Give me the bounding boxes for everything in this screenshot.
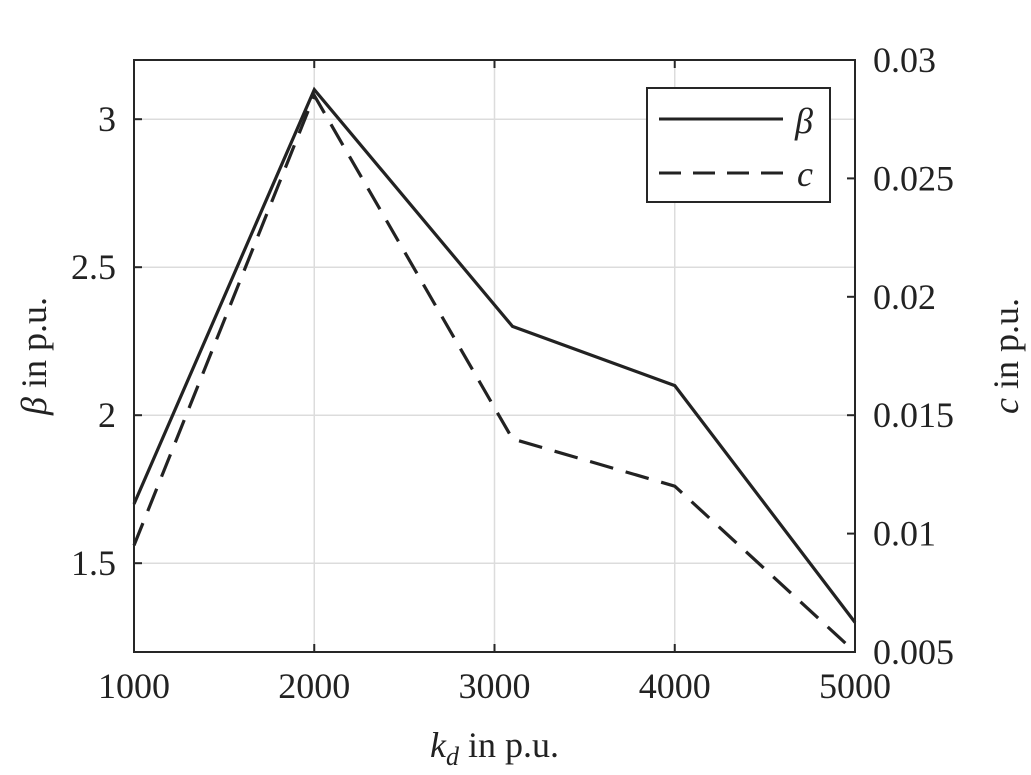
x-tick-label: 5000 <box>819 666 891 706</box>
x-axis-symbol: k <box>430 725 447 765</box>
y-right-axis-title: c in p.u. <box>986 298 1026 414</box>
y-left-tick-label: 2.5 <box>71 247 116 287</box>
y-right-tick-label: 0.025 <box>873 158 954 198</box>
series-line-beta <box>132 86 857 624</box>
x-tick-label: 4000 <box>639 666 711 706</box>
series-line-c <box>132 91 857 654</box>
x-axis-title: kd in p.u. <box>430 725 559 771</box>
y-right-tick-label: 0.005 <box>873 632 954 672</box>
y-right-axis-symbol: c <box>986 398 1026 414</box>
y-right-tick-label: 0.03 <box>873 40 936 80</box>
y-left-tick-label: 1.5 <box>71 543 116 583</box>
x-axis-rest: in p.u. <box>459 725 559 765</box>
y-left-tick-labels: 1.5 2 2.5 3 <box>71 99 116 583</box>
y-right-tick-label: 0.02 <box>873 277 936 317</box>
x-tick-label: 2000 <box>278 666 350 706</box>
tick-marks <box>133 59 856 653</box>
x-tick-label: 3000 <box>459 666 531 706</box>
y-left-axis-rest: in p.u. <box>14 297 54 397</box>
y-right-tick-label: 0.01 <box>873 514 936 554</box>
legend: β c <box>646 87 831 203</box>
x-tick-labels: 1000 2000 3000 4000 5000 <box>98 666 891 706</box>
y-left-axis-title: β in p.u. <box>14 297 54 416</box>
y-right-tick-labels: 0.005 0.01 0.015 0.02 0.025 0.03 <box>873 40 954 672</box>
y-left-axis-symbol: β <box>14 397 54 416</box>
y-right-tick-label: 0.015 <box>873 395 954 435</box>
legend-box <box>646 87 831 203</box>
y-right-axis-rest: in p.u. <box>986 298 1026 398</box>
y-left-tick-label: 2 <box>98 395 116 435</box>
legend-label-c: c <box>797 154 813 194</box>
x-axis-subscript: d <box>446 742 460 771</box>
legend-label-beta: β <box>794 101 813 141</box>
y-left-tick-label: 3 <box>98 99 116 139</box>
x-tick-label: 1000 <box>98 666 170 706</box>
